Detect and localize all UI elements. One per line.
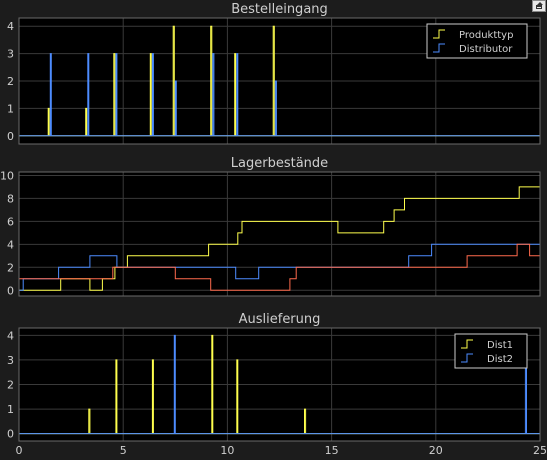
x-tick-label: 15	[325, 444, 339, 457]
y-tick-label: 2	[7, 379, 14, 392]
y-tick-label: 4	[7, 329, 14, 342]
series-line-2	[19, 334, 540, 435]
legend-label: Produkttyp	[459, 30, 513, 41]
axes-border	[18, 171, 541, 297]
x-tick-label: 5	[120, 444, 127, 457]
legend-swatch	[461, 353, 473, 363]
series-line-1	[19, 186, 540, 291]
y-tick-label: 1	[7, 102, 14, 115]
x-tick-label: 0	[16, 444, 23, 457]
y-tick-label: 1	[7, 403, 14, 416]
y-tick-label: 6	[7, 215, 14, 228]
y-tick-label: 2	[7, 261, 14, 274]
y-tick-label: 4	[7, 20, 14, 33]
y-tick-label: 3	[7, 48, 14, 61]
undock-icon[interactable]	[532, 0, 546, 12]
x-tick-label: 20	[429, 444, 443, 457]
legend: Produkttyp Distributor	[426, 23, 528, 59]
chart-title: Auslieferung	[239, 312, 321, 327]
legend-swatch	[461, 339, 473, 349]
legend-swatch	[433, 43, 445, 53]
x-tick-label: 10	[220, 444, 234, 457]
legend-swatch	[433, 29, 445, 39]
y-tick-label: 2	[7, 75, 14, 88]
series-line-2	[19, 53, 540, 137]
y-tick-label: 10	[0, 169, 14, 182]
legend-label: Dist1	[487, 340, 513, 351]
chart-title: Bestelleingang	[231, 2, 328, 17]
chart-title: Lagerbestände	[231, 156, 328, 171]
chart-panel-2: Lagerbestände 0 2 4 6 8 10	[0, 156, 541, 297]
legend: Dist1 Dist2	[454, 333, 528, 369]
y-tick-label: 3	[7, 354, 14, 367]
legend-label: Dist2	[487, 354, 513, 365]
chart-panel-3: Auslieferung 0 5 10 15 20 25 0 1 2 3 4 Dist1 Dist2	[7, 312, 547, 457]
series-line-3	[19, 243, 540, 291]
y-tick-label: 4	[7, 238, 14, 251]
axes-border	[18, 327, 541, 442]
x-tick-label: 25	[533, 444, 547, 457]
y-tick-label: 8	[7, 192, 14, 205]
y-tick-label: 0	[7, 284, 14, 297]
chart-panel-1: Bestelleingang 0 1 2 3 4 Produkttyp Distributor	[7, 2, 541, 145]
legend-label: Distributor	[459, 44, 513, 55]
y-tick-label: 0	[7, 428, 14, 441]
axes-border	[18, 17, 541, 145]
y-tick-label: 0	[7, 130, 14, 143]
plot-area	[19, 172, 540, 296]
